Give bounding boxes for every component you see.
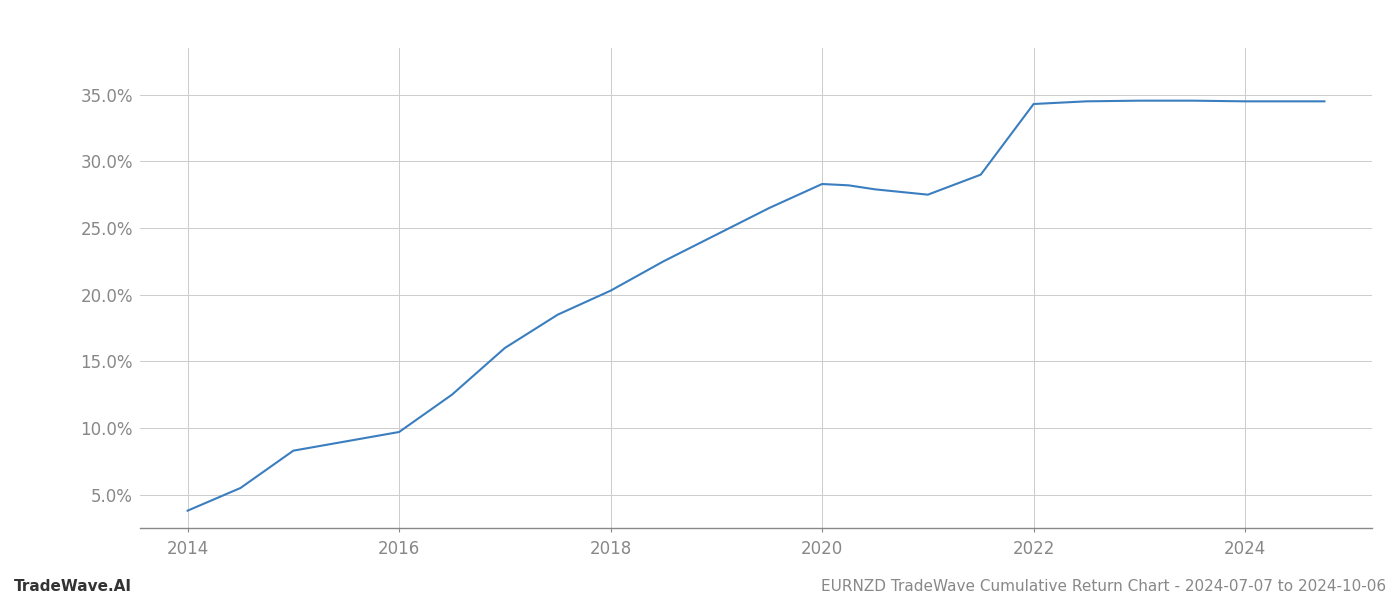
Text: TradeWave.AI: TradeWave.AI <box>14 579 132 594</box>
Text: EURNZD TradeWave Cumulative Return Chart - 2024-07-07 to 2024-10-06: EURNZD TradeWave Cumulative Return Chart… <box>820 579 1386 594</box>
